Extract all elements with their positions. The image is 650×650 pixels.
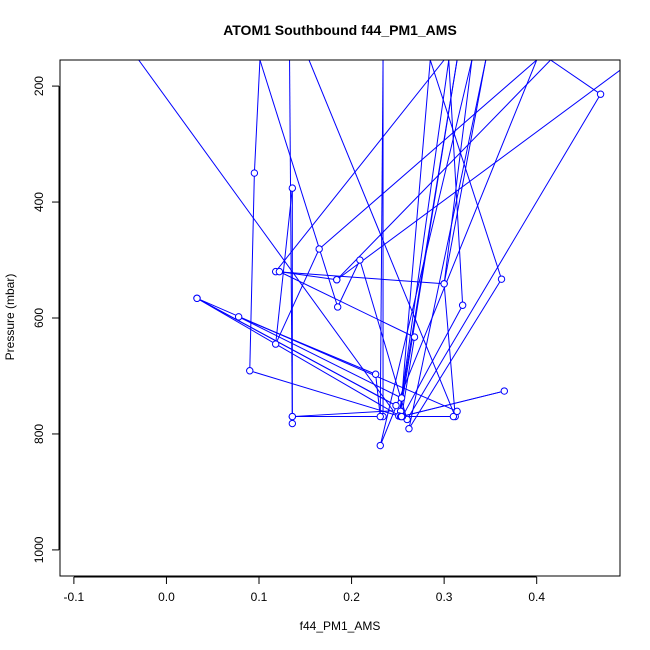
series-line-segment — [443, 60, 473, 284]
series-line-segment — [259, 60, 339, 308]
data-point — [405, 425, 413, 433]
data-point — [449, 412, 458, 421]
data-point — [376, 412, 384, 421]
series-line-segment — [379, 60, 538, 446]
series-line-segment — [253, 60, 261, 174]
data-point — [333, 276, 341, 284]
x-tick-label: 0.1 — [251, 590, 268, 604]
plot-frame — [59, 59, 621, 577]
data-point — [371, 370, 380, 378]
series-line-segment — [238, 316, 402, 399]
data-point — [596, 90, 605, 98]
y-tick-label: 800 — [32, 424, 46, 444]
data-point — [397, 412, 406, 421]
series-line-segment — [275, 248, 320, 345]
y-tick-label: 1000 — [32, 536, 46, 563]
series-line-segment — [443, 283, 456, 417]
series-line-segment — [398, 60, 458, 417]
series-line-segment — [401, 337, 416, 417]
data-point — [275, 267, 284, 276]
x-axis-label: f44_PM1_AMS — [300, 619, 381, 633]
series-line-segment — [279, 271, 337, 281]
series-line-segment — [318, 60, 538, 250]
data-point — [410, 333, 419, 341]
data-point — [497, 275, 506, 283]
series-line-segment — [337, 259, 361, 308]
series-line-segment — [400, 60, 431, 412]
data-point — [453, 407, 461, 416]
data-point — [246, 367, 254, 375]
data-point — [392, 401, 400, 410]
y-tick-label: 600 — [32, 308, 46, 328]
x-tick-label: 0.3 — [436, 590, 453, 604]
series-line-segment — [448, 60, 464, 306]
x-tick-label: 0.0 — [158, 590, 175, 604]
series-line-segment — [275, 188, 293, 345]
series-line-segment — [429, 60, 502, 280]
y-tick-label: 400 — [32, 192, 46, 212]
chart-title: ATOM1 Southbound f44_PM1_AMS — [223, 22, 457, 38]
series-line-segment — [406, 93, 601, 420]
data-point — [250, 169, 259, 177]
data-point — [315, 245, 323, 253]
series-line-segment — [275, 271, 445, 285]
series-line-segment — [336, 69, 620, 281]
series-line-segment — [408, 278, 502, 430]
y-axis: 200 400 600 800 1000 — [32, 76, 60, 563]
series-line-segment — [196, 297, 397, 406]
data-point — [234, 313, 243, 321]
series-line-segment — [401, 390, 505, 418]
series-line-segment — [279, 271, 415, 338]
series-line-segment — [289, 60, 293, 424]
x-axis: -0.1 0.0 0.1 0.2 0.3 0.4 — [64, 576, 545, 604]
data-point — [288, 419, 297, 428]
series-line-segment — [402, 305, 464, 417]
series-line-segment — [249, 370, 399, 417]
series-line-segment — [249, 173, 255, 371]
data-point — [376, 441, 384, 450]
series-layer — [138, 60, 620, 450]
y-axis-label: Pressure (mbar) — [3, 274, 17, 361]
data-point — [397, 394, 406, 402]
data-point — [356, 256, 364, 264]
series-line-segment — [275, 60, 445, 272]
series-line-segment — [401, 60, 450, 399]
x-tick-label: 0.4 — [528, 590, 545, 604]
data-point — [193, 294, 201, 302]
series-line-segment — [336, 60, 551, 281]
data-point — [333, 303, 342, 311]
series-line-segment — [408, 60, 487, 429]
y-tick-label: 200 — [32, 76, 46, 96]
series-line-segment — [138, 60, 394, 412]
data-point — [271, 340, 280, 348]
data-point — [288, 412, 297, 421]
data-point — [288, 184, 297, 192]
series-line-segment — [292, 410, 394, 418]
x-tick-label: -0.1 — [64, 590, 85, 604]
data-point — [440, 280, 448, 288]
series-line-segment — [196, 297, 401, 417]
x-tick-label: 0.2 — [343, 590, 360, 604]
series-line-segment — [379, 60, 384, 417]
data-point — [458, 301, 467, 309]
series-line-segment — [550, 60, 601, 95]
series-line-segment — [443, 60, 487, 284]
data-point — [500, 387, 508, 395]
